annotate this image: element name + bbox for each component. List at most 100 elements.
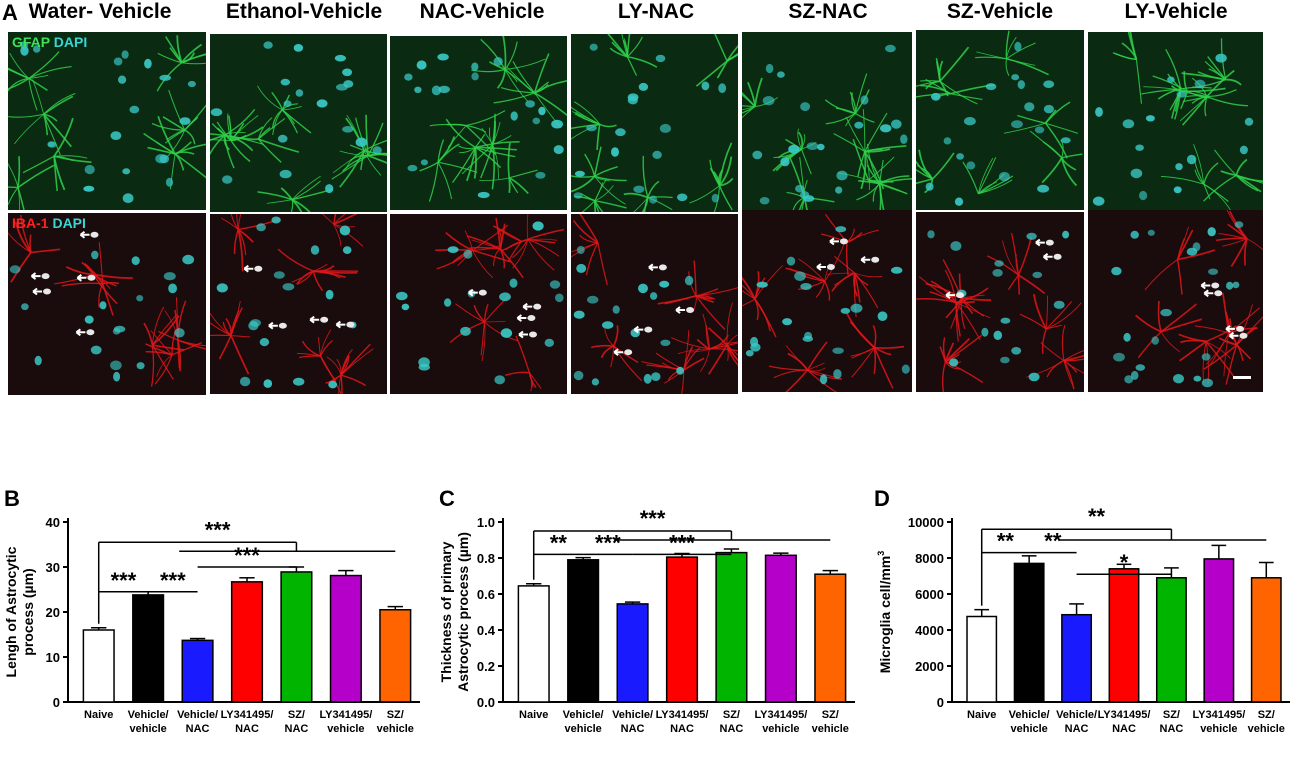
- significance-label: *: [1120, 550, 1129, 575]
- column-title: NAC-Vehicle: [419, 0, 545, 23]
- x-tick-label: SZ/NAC: [285, 709, 309, 735]
- bar: [181, 639, 214, 703]
- y-tick-label: 4000: [915, 623, 944, 638]
- y-axis-label: Microglia cell/mm3: [876, 551, 893, 674]
- x-tick-label: Vehicle/NAC: [612, 709, 653, 735]
- bar: [329, 574, 362, 703]
- x-tick-label: Vehicle/vehicle: [563, 709, 604, 735]
- y-tick-label: 0: [937, 695, 944, 710]
- y-tick-label: 30: [46, 560, 60, 575]
- bar: [1250, 577, 1282, 703]
- significance-label: **: [550, 530, 568, 555]
- dapi-label: DAPI: [52, 215, 86, 231]
- y-tick-label: 0.6: [477, 587, 495, 602]
- bar: [715, 551, 748, 703]
- y-tick-label: 0.0: [477, 695, 495, 710]
- x-tick-label: LY341495/NAC: [221, 709, 274, 735]
- panel-a-letter: A: [2, 0, 18, 25]
- bar: [1155, 577, 1187, 703]
- x-tick-label: SZ/vehicle: [1248, 709, 1285, 735]
- y-axis-label: Thickness of primaryAstrocytic process (…: [438, 532, 471, 692]
- significance-label: **: [1044, 529, 1062, 554]
- marker-label: IBA-1: [12, 215, 49, 231]
- column-title: LY-NAC: [617, 0, 695, 23]
- x-tick-label: Vehicle/NAC: [1056, 709, 1097, 735]
- x-tick-label: Vehicle/vehicle: [128, 709, 169, 735]
- y-tick-label: 0: [53, 695, 60, 710]
- panel-letter: B: [4, 486, 20, 511]
- iba1-micrograph: [571, 214, 738, 394]
- significance-label: ***: [595, 530, 621, 555]
- significance-label: ***: [205, 517, 231, 542]
- significance-label: ***: [640, 506, 666, 531]
- iba1-micrograph: [916, 212, 1084, 392]
- column-title: LY-Vehicle: [1124, 0, 1228, 23]
- x-tick-label: SZ/vehicle: [812, 709, 849, 735]
- y-tick-label: 40: [46, 515, 60, 530]
- x-tick-label: Naive: [967, 709, 996, 721]
- bar: [230, 581, 264, 703]
- x-tick-label: LY341495/vehicle: [319, 709, 372, 735]
- y-axis-label: Lengh of Astrocyticprocess (µm): [3, 546, 36, 677]
- x-tick-label: LY341495/NAC: [656, 709, 709, 735]
- bar: [280, 571, 313, 703]
- y-tick-label: 0.8: [477, 551, 495, 566]
- significance-label: ***: [160, 568, 186, 593]
- bar: [764, 554, 797, 703]
- gfap-micrograph: [390, 36, 567, 210]
- y-tick-label: 0.4: [477, 623, 496, 638]
- significance-label: **: [997, 529, 1015, 554]
- bar: [517, 585, 550, 703]
- y-tick-label: 2000: [915, 659, 944, 674]
- gfap-channel-label: GFAP DAPI: [12, 34, 87, 50]
- iba1-micrograph: IBA-1 DAPI: [8, 213, 206, 395]
- chart-microglia-density: D Microglia cell/mm3 0 2000 4000 6000 8000 1000…: [870, 480, 1300, 752]
- column-title: SZ-NAC: [788, 0, 868, 23]
- bar: [1061, 613, 1093, 703]
- bar: [379, 609, 412, 703]
- y-tick-label: 0.2: [477, 659, 495, 674]
- x-tick-label: SZ/NAC: [1160, 709, 1184, 735]
- x-tick-label: Naive: [84, 709, 113, 721]
- column-title: SZ-Vehicle: [946, 0, 1054, 23]
- iba1-micrograph: [1088, 210, 1263, 392]
- x-tick-label: Vehicle/vehicle: [1009, 709, 1050, 735]
- y-tick-label: 1.0: [477, 515, 495, 530]
- y-tick-label: 10: [46, 650, 60, 665]
- chart-length-astrocytic-process: B Lengh of Astrocyticprocess (µm) 0 10 20 30 4…: [0, 480, 430, 752]
- bar: [1203, 558, 1235, 703]
- panel-letter: C: [439, 486, 455, 511]
- bar: [132, 594, 165, 703]
- marker-label: GFAP: [12, 34, 50, 50]
- x-tick-label: Vehicle/NAC: [177, 709, 218, 735]
- dapi-label: DAPI: [53, 34, 88, 50]
- x-tick-label: LY341495/NAC: [1098, 709, 1151, 735]
- column-title: Ethanol-Vehicle: [225, 0, 383, 23]
- iba1-micrograph: [210, 214, 387, 394]
- x-tick-label: Naive: [519, 709, 548, 721]
- significance-label: ***: [111, 568, 137, 593]
- significance-label: ***: [234, 543, 260, 568]
- y-tick-label: 20: [46, 605, 60, 620]
- bar: [814, 573, 847, 703]
- panel-letter: D: [874, 486, 890, 511]
- significance-label: ***: [669, 530, 695, 555]
- gfap-micrograph: [210, 34, 387, 212]
- x-tick-label: LY341495/vehicle: [754, 709, 807, 735]
- gfap-micrograph: [1088, 32, 1263, 210]
- iba-channel-label: IBA-1 DAPI: [12, 215, 86, 231]
- gfap-micrograph: [742, 32, 912, 210]
- iba1-micrograph: [390, 214, 567, 394]
- gfap-micrograph: GFAP DAPI: [8, 32, 206, 210]
- significance-label: **: [1088, 504, 1106, 529]
- chart-thickness-astrocytic-process: C Thickness of primaryAstrocytic process …: [435, 480, 865, 752]
- iba1-micrograph: [742, 210, 912, 392]
- bar: [665, 556, 699, 703]
- gfap-micrograph: [571, 34, 738, 212]
- bar: [1013, 562, 1045, 703]
- x-tick-label: SZ/vehicle: [377, 709, 414, 735]
- bar: [616, 603, 649, 703]
- y-tick-label: 10000: [908, 515, 944, 530]
- bar: [966, 615, 998, 703]
- bar: [567, 559, 600, 703]
